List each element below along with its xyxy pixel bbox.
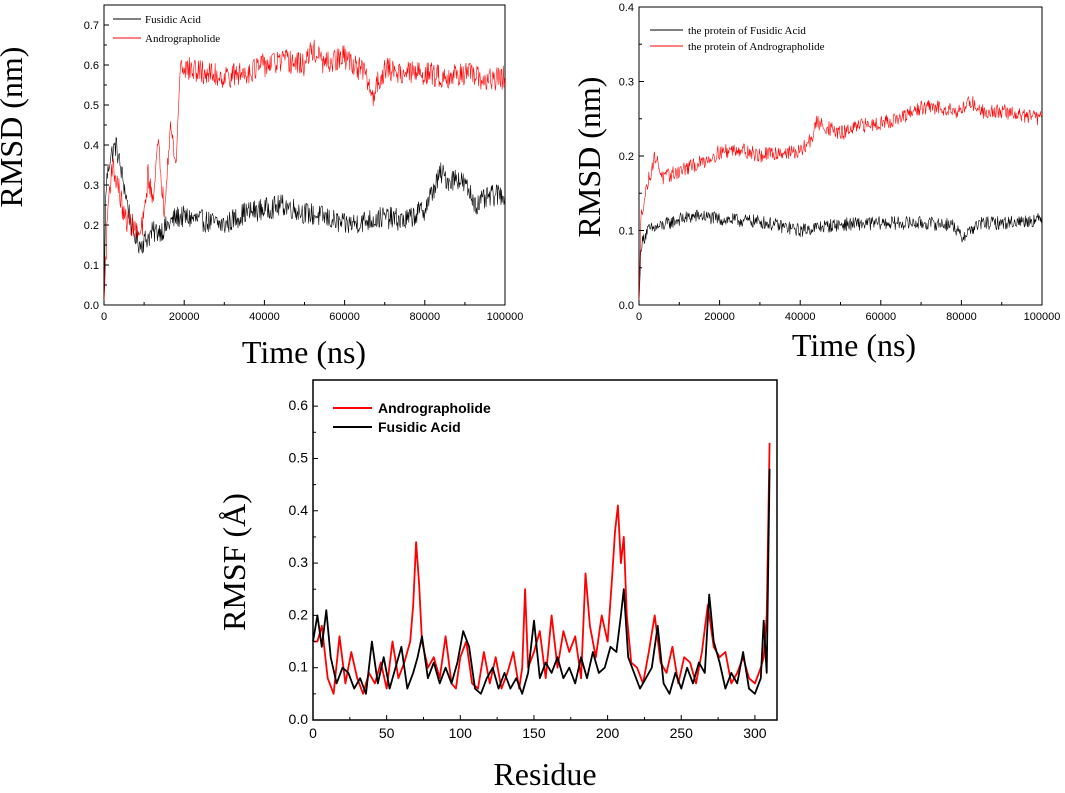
y-tick-label: 0.0 [84,300,99,312]
y-tick-label: 0.0 [289,711,309,727]
x-tick-label: 100000 [487,311,524,323]
y-tick-label: 0.3 [619,77,634,89]
y-tick-label: 0.2 [84,220,99,232]
legend-label: Fusidic Acid [378,419,461,435]
rmsd-ligand-panel: 0 20000 40000 60000 80000 100000 0.0 0.1 0.2 0.3… [0,4,523,370]
y-tick-label: 0.4 [619,2,634,14]
x-tick-label: 300 [743,725,767,741]
x-tick-label: 40000 [249,311,280,323]
series-group [312,442,771,695]
x-tick-label: 40000 [785,311,816,323]
y-tick-label: 0.7 [84,20,99,32]
y-tick-label: 0.6 [289,397,309,413]
y-tick-label: 0.1 [289,659,309,675]
series-line [103,137,506,306]
y-axis-title: RMSF (Å) [216,493,252,631]
y-tick-label: 0.1 [84,260,99,272]
y-tick-label: 0.0 [619,300,634,312]
y-ticks: 0.0 0.1 0.2 0.3 0.4 [619,2,644,312]
plot-frame [103,4,506,306]
y-ticks: 0.0 0.1 0.2 0.3 0.4 0.5 0.6 [289,397,318,727]
legend-label: the protein of Fusidic Acid [688,25,806,37]
series-line [313,442,771,695]
y-tick-label: 0.1 [619,226,634,238]
y-ticks: 0.0 0.1 0.2 0.3 0.4 0.5 0.6 0.7 [84,20,109,312]
x-tick-label: 80000 [946,311,977,323]
series-group [103,39,506,306]
x-tick-label: 60000 [866,311,897,323]
x-ticks: 0 50 100 150 200 250 300 [309,715,767,741]
series-line [638,209,1043,306]
legend-label: the protein of Andrographolide [688,41,825,53]
plot-frame [312,379,778,721]
x-ticks: 0 20000 40000 60000 80000 100000 [101,300,523,323]
x-axis-title: Time (ns) [792,327,916,363]
y-axis-title: RMSD (nm) [571,77,607,238]
y-tick-label: 0.2 [289,606,309,622]
x-tick-label: 20000 [704,311,735,323]
y-axis-title: RMSD (nm) [0,47,29,208]
x-axis-title: Time (ns) [242,334,366,370]
legend: Fusidic Acid Andrographolide [113,14,220,45]
x-tick-label: 100 [449,725,473,741]
y-tick-label: 0.5 [289,449,309,465]
legend: Andrographolide Fusidic Acid [333,400,491,435]
x-tick-label: 250 [670,725,694,741]
x-tick-label: 100000 [1024,311,1061,323]
y-tick-label: 0.4 [289,502,309,518]
series-line [103,39,506,306]
series-group [638,95,1043,306]
x-tick-label: 150 [522,725,546,741]
y-tick-label: 0.2 [619,151,634,163]
legend-label: Andrographolide [378,400,491,416]
x-tick-label: 80000 [410,311,441,323]
y-tick-label: 0.5 [84,100,99,112]
x-ticks: 0 20000 40000 60000 80000 100000 [636,300,1060,323]
x-tick-label: 0 [101,311,107,323]
x-tick-label: 0 [636,311,642,323]
x-axis-title: Residue [493,756,596,792]
x-tick-label: 0 [309,725,317,741]
x-tick-label: 60000 [329,311,360,323]
x-tick-label: 20000 [169,311,200,323]
x-tick-label: 50 [379,725,395,741]
legend: the protein of Fusidic Acid the protein … [650,25,825,53]
legend-label: Fusidic Acid [145,14,201,26]
rmsd-protein-panel: 0 20000 40000 60000 80000 100000 0.0 0.1 0.2 0.3… [571,2,1060,363]
y-tick-label: 0.6 [84,60,99,72]
series-line [638,95,1043,306]
y-tick-label: 0.4 [84,140,99,152]
y-tick-label: 0.3 [84,180,99,192]
x-tick-label: 200 [596,725,620,741]
y-tick-label: 0.3 [289,554,309,570]
legend-label: Andrographolide [145,33,220,45]
rmsf-panel: 0 50 100 150 200 250 300 0.0 0.1 0.2 0.3 0.4 0.5 0.6… [216,379,778,792]
series-line [312,468,771,695]
